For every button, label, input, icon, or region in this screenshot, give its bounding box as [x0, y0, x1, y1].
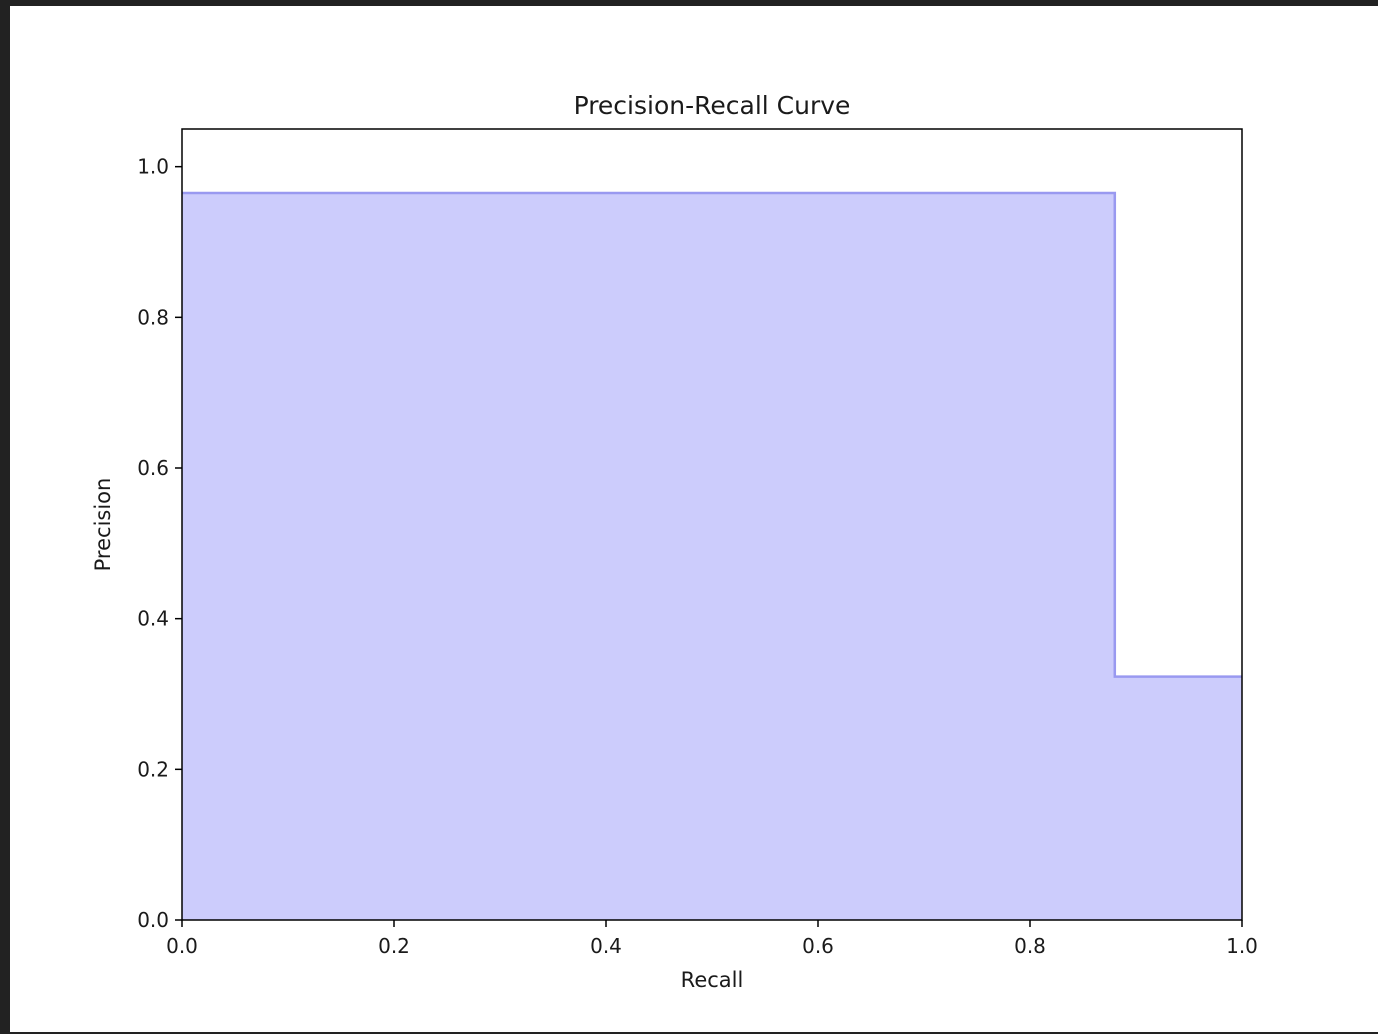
y-tick-label: 0.0	[137, 908, 169, 932]
y-tick-label: 0.6	[137, 456, 169, 480]
x-tick-label: 0.2	[378, 934, 410, 958]
area-fill-layer	[182, 193, 1242, 920]
y-tick-label: 0.8	[137, 305, 169, 329]
chart-title: Precision-Recall Curve	[574, 91, 851, 120]
curve-line-layer	[182, 191, 1242, 678]
pr-area-fill	[182, 193, 1242, 920]
x-tick-label: 0.4	[590, 934, 622, 958]
x-axis-label: Recall	[681, 968, 744, 992]
y-tick-label: 1.0	[137, 155, 169, 179]
x-tick-label: 0.8	[1014, 934, 1046, 958]
y-axis-label: Precision	[91, 478, 115, 572]
x-tick-label: 0.6	[802, 934, 834, 958]
x-tick-label: 0.0	[166, 934, 198, 958]
y-tick-label: 0.2	[137, 757, 169, 781]
x-axis-ticks: 0.0 0.2 0.4 0.6 0.8 1.0	[166, 920, 1258, 958]
pr-curve-line	[182, 191, 1242, 678]
x-tick-label: 1.0	[1226, 934, 1258, 958]
axes-frame	[181, 128, 1243, 921]
y-tick-label: 0.4	[137, 607, 169, 631]
y-axis-ticks: 0.0 0.2 0.4 0.6 0.8 1.0	[137, 155, 182, 932]
